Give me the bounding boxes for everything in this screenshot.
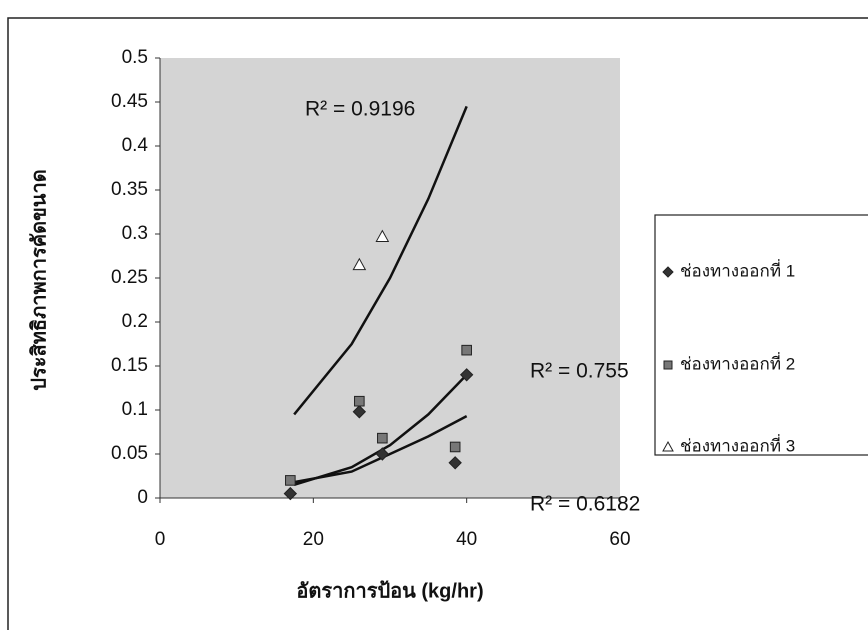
x-tick-label: 60 — [609, 529, 630, 550]
legend-label: ช่องทางออกที่ 3 — [680, 433, 795, 455]
data-point — [286, 476, 296, 486]
y-tick-label: 0.15 — [111, 355, 148, 376]
r-squared-label: R² = 0.755 — [530, 360, 629, 383]
legend-marker — [664, 361, 672, 369]
r-squared-label: R² = 0.9196 — [305, 98, 415, 121]
y-tick-label: 0.5 — [122, 47, 148, 68]
y-tick-label: 0.4 — [122, 135, 149, 156]
legend-box — [655, 215, 868, 455]
y-tick-label: 0.3 — [122, 223, 148, 244]
data-point — [462, 345, 472, 355]
r-squared-label: R² = 0.6182 — [530, 493, 640, 516]
legend-label: ช่องทางออกที่ 1 — [680, 258, 795, 280]
x-tick-label: 20 — [303, 529, 324, 550]
y-tick-label: 0.2 — [122, 311, 148, 332]
data-point — [450, 442, 460, 452]
legend-label: ช่องทางออกที่ 2 — [680, 351, 795, 373]
y-tick-label: 0.45 — [111, 91, 148, 112]
x-tick-label: 0 — [155, 529, 166, 550]
page: {"chart_data": {"type": "scatter", "x_la… — [0, 0, 868, 630]
y-tick-label: 0.05 — [111, 443, 148, 464]
chart: ประสิทธิภาพการคัดขนาด อัตราการป้อน (kg/h… — [0, 0, 868, 630]
data-point — [355, 396, 365, 406]
data-point — [378, 433, 388, 443]
y-tick-label: 0.25 — [111, 267, 148, 288]
y-tick-label: 0.35 — [111, 179, 148, 200]
y-axis-title: ประสิทธิภาพการคัดขนาด — [28, 169, 50, 390]
y-tick-label: 0 — [137, 487, 148, 508]
y-tick-label: 0.1 — [122, 399, 148, 420]
x-tick-label: 40 — [456, 529, 477, 550]
x-axis-title: อัตราการป้อน (kg/hr) — [296, 579, 483, 602]
